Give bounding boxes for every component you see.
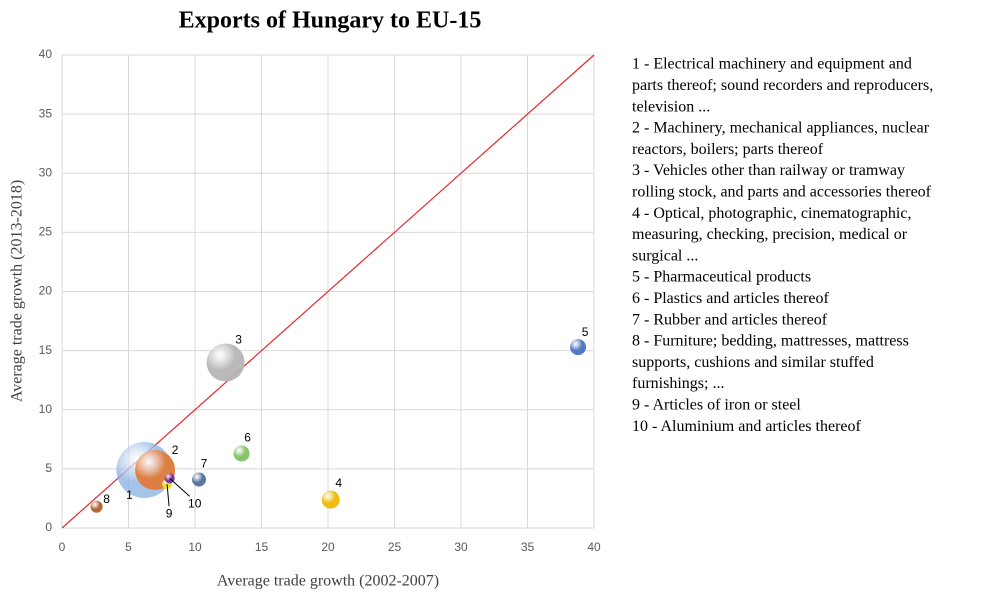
point-label: 3	[235, 333, 242, 347]
legend-text: rolling stock, and parts and accessories…	[632, 183, 932, 200]
legend-text: 2 - Machinery, mechanical appliances, nu…	[632, 120, 930, 137]
legend-text: 4 - Optical, photographic, cinematograph…	[632, 205, 911, 222]
y-axis-title: Average trade growth (2013-2018)	[9, 180, 26, 402]
x-tick-label: 25	[388, 540, 402, 554]
legend-text: 10 - Aluminium and articles thereof	[632, 418, 862, 435]
y-tick-label: 30	[39, 165, 53, 179]
point-label: 7	[201, 457, 208, 471]
bubble	[191, 472, 206, 487]
legend-text: 5 - Pharmaceutical products	[632, 269, 811, 286]
x-tick-label: 30	[454, 540, 468, 554]
x-tick-label: 10	[188, 540, 202, 554]
y-tick-label: 0	[45, 520, 52, 534]
bubble	[90, 500, 103, 513]
legend-text: 8 - Furniture; bedding, mattresses, matt…	[632, 333, 909, 350]
legend-text: 9 - Articles of iron or steel	[632, 396, 801, 413]
point-label: 9	[166, 506, 173, 520]
y-tick-label: 25	[39, 225, 53, 239]
point-label: 2	[172, 443, 179, 457]
y-tick-label: 35	[39, 106, 53, 120]
y-tick-label: 20	[39, 284, 53, 298]
x-tick-label: 15	[255, 540, 269, 554]
legend-text: 7 - Rubber and articles thereof	[632, 311, 828, 328]
x-tick-label: 5	[125, 540, 132, 554]
legend-text: television ...	[632, 98, 710, 115]
bubble	[233, 445, 250, 462]
x-tick-label: 20	[321, 540, 335, 554]
y-tick-label: 15	[39, 343, 53, 357]
legend-text: reactors, boilers; parts thereof	[632, 141, 824, 158]
legend-text: supports, cushions and similar stuffed	[632, 354, 874, 371]
bubble	[570, 339, 587, 356]
legend-text: measuring, checking, precision, medical …	[632, 226, 908, 243]
chart-title: Exports of Hungary to EU-15	[179, 8, 482, 34]
point-label: 1	[126, 488, 133, 502]
point-label: 6	[244, 431, 251, 445]
point-label: 4	[335, 476, 342, 490]
y-tick-label: 10	[39, 402, 53, 416]
legend-text: surgical ...	[632, 247, 698, 264]
x-tick-label: 40	[587, 540, 601, 554]
legend-text: 1 - Electrical machinery and equipment a…	[632, 56, 912, 73]
point-label: 10	[188, 497, 202, 511]
x-tick-label: 0	[59, 540, 66, 554]
bubble	[206, 343, 245, 382]
point-label: 5	[582, 325, 589, 339]
legend-text: furnishings; ...	[632, 375, 724, 392]
point-label: 8	[103, 492, 110, 506]
y-tick-label: 5	[45, 461, 52, 475]
bubble	[321, 490, 340, 509]
leader-line	[166, 484, 170, 507]
legend-text: parts thereof; sound recorders and repro…	[632, 77, 933, 94]
legend-text: 3 - Vehicles other than railway or tramw…	[632, 162, 905, 179]
x-tick-label: 35	[521, 540, 535, 554]
y-tick-label: 40	[39, 47, 53, 61]
x-axis-title: Average trade growth (2002-2007)	[217, 573, 439, 590]
leader-line	[169, 477, 191, 497]
legend-text: 6 - Plastics and articles thereof	[632, 290, 829, 307]
